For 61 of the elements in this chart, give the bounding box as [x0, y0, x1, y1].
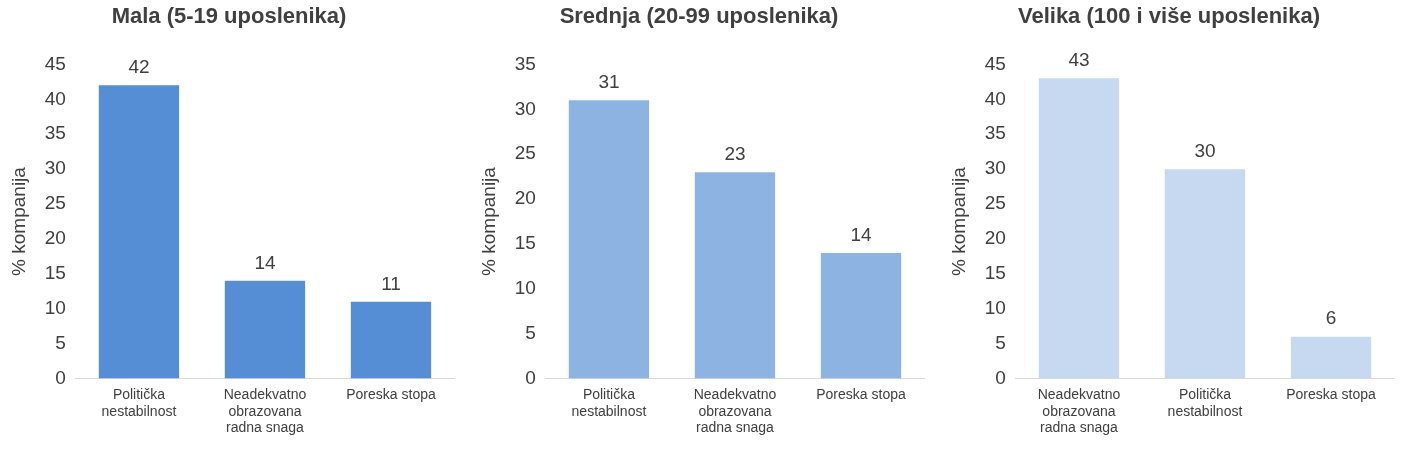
y-tick-label: 25: [44, 192, 66, 214]
data-label: 23: [724, 142, 746, 164]
bar: [1164, 169, 1246, 379]
y-tick-label: 25: [514, 142, 536, 164]
y-tick-label: 45: [44, 52, 66, 74]
data-label: 14: [850, 223, 872, 245]
y-tick-label: 5: [995, 331, 1006, 353]
y-tick-label: 30: [44, 157, 66, 179]
chart-title: Velika (100 i više uposlenika): [1017, 3, 1321, 29]
bar: [98, 85, 180, 379]
data-label: 11: [381, 272, 401, 294]
bar: [1290, 336, 1372, 379]
data-label: 42: [128, 56, 150, 78]
y-tick-label: 5: [525, 321, 536, 343]
y-tick-label: 10: [44, 297, 66, 319]
y-axis-title: % kompanija: [947, 166, 969, 276]
y-tick-label: 40: [984, 87, 1006, 109]
y-tick-label: 45: [984, 52, 1006, 74]
y-tick-label: 5: [55, 331, 66, 353]
x-tick-label: Poreska stopa: [1286, 385, 1376, 402]
data-label: 30: [1194, 139, 1216, 161]
y-tick-label: 25: [984, 192, 1006, 214]
y-tick-label: 10: [984, 297, 1006, 319]
bar: [1038, 78, 1120, 379]
x-tick-label: Politička nestabilnost: [571, 385, 647, 419]
chart-title: Srednja (20-99 uposlenika): [559, 3, 839, 29]
x-tick-label: Politička nestabilnost: [1167, 385, 1243, 419]
chart-title: Mala (5-19 uposlenika): [111, 3, 347, 29]
data-label: 43: [1068, 49, 1090, 71]
y-tick-label: 20: [44, 227, 66, 249]
y-tick-label: 35: [984, 122, 1006, 144]
y-tick-label: 40: [44, 87, 66, 109]
y-tick-label: 10: [514, 277, 536, 299]
y-tick-label: 0: [55, 366, 66, 388]
x-tick-label: Poreska stopa: [816, 385, 906, 402]
data-label: 14: [254, 251, 276, 273]
y-tick-label: 35: [514, 52, 536, 74]
y-tick-label: 20: [984, 227, 1006, 249]
data-label: 6: [1325, 307, 1337, 329]
bar: [820, 252, 902, 379]
y-tick-label: 15: [984, 262, 1006, 284]
x-tick-label: Neadekvatno obrazovana radna snaga: [1037, 385, 1121, 436]
data-label: 31: [598, 71, 620, 93]
x-tick-label: Politička nestabilnost: [101, 385, 177, 419]
y-tick-label: 15: [514, 232, 536, 254]
x-tick-label: Neadekvatno obrazovana radna snaga: [223, 385, 307, 436]
y-tick-label: 0: [525, 366, 536, 388]
y-tick-label: 15: [44, 262, 66, 284]
y-tick-label: 0: [995, 366, 1006, 388]
x-tick-label: Neadekvatno obrazovana radna snaga: [693, 385, 777, 436]
y-tick-label: 35: [44, 122, 66, 144]
y-tick-label: 30: [984, 157, 1006, 179]
x-tick-label: Poreska stopa: [346, 385, 436, 402]
bar: [350, 301, 432, 379]
bar: [568, 100, 650, 379]
y-tick-label: 30: [514, 97, 536, 119]
bar: [694, 172, 776, 379]
y-axis-title: % kompanija: [477, 166, 499, 276]
bar: [224, 280, 306, 379]
y-tick-label: 20: [514, 187, 536, 209]
y-axis-title: % kompanija: [7, 166, 29, 276]
